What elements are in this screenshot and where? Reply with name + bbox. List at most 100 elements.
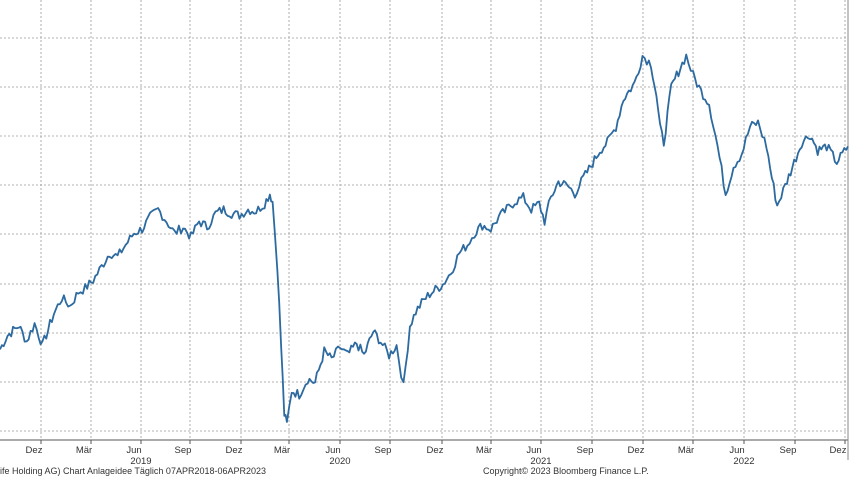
data-point <box>191 236 192 237</box>
data-point <box>93 280 94 281</box>
data-point <box>523 197 524 198</box>
data-point <box>656 95 657 96</box>
data-point <box>356 343 357 344</box>
data-point <box>693 75 694 76</box>
data-point <box>777 205 778 206</box>
data-point <box>174 233 175 234</box>
data-point <box>660 128 661 129</box>
x-tick-label: Mär <box>76 445 92 456</box>
data-point <box>340 347 341 348</box>
data-point <box>474 233 475 234</box>
data-point <box>423 299 424 300</box>
data-point <box>671 87 672 88</box>
year-label: 2020 <box>329 456 350 467</box>
data-point <box>380 341 381 342</box>
data-point <box>299 394 300 395</box>
data-point <box>373 331 374 332</box>
data-point <box>450 272 451 273</box>
data-point <box>307 378 308 379</box>
data-point <box>26 341 27 342</box>
data-point <box>680 67 681 68</box>
data-point <box>550 197 551 198</box>
price-series-line <box>0 53 849 423</box>
data-point <box>101 266 102 267</box>
data-point <box>701 91 702 92</box>
x-tick-label: Jun <box>729 445 744 456</box>
data-point <box>810 134 811 135</box>
data-point <box>442 284 443 285</box>
data-point <box>558 181 559 182</box>
data-point <box>847 146 848 147</box>
data-point <box>801 142 802 143</box>
x-tick-label: Dez <box>628 445 645 456</box>
data-point <box>599 150 600 151</box>
x-tick-label: Dez <box>226 445 243 456</box>
data-point <box>567 185 568 186</box>
data-point <box>634 83 635 84</box>
data-point <box>264 203 265 204</box>
data-point <box>284 414 285 415</box>
data-point <box>70 305 71 306</box>
data-point <box>415 311 416 312</box>
data-point <box>766 146 767 147</box>
data-point <box>347 355 348 356</box>
data-point <box>836 162 837 163</box>
data-point <box>506 209 507 210</box>
data-point <box>207 227 208 228</box>
x-tick-label: Jun <box>126 445 141 456</box>
x-tick-label: Sep <box>375 445 392 456</box>
data-point <box>459 252 460 253</box>
data-point <box>771 177 772 178</box>
data-point <box>150 217 151 218</box>
data-point <box>239 215 240 216</box>
data-point <box>725 193 726 194</box>
year-labels: 2019 2020 2021 2022 <box>130 456 754 467</box>
data-point <box>364 355 365 356</box>
data-point <box>686 55 687 56</box>
data-point <box>482 225 483 226</box>
grid-lines <box>0 0 848 440</box>
year-label: 2022 <box>733 456 754 467</box>
data-point <box>817 150 818 151</box>
data-point <box>248 209 249 210</box>
data-point <box>125 244 126 245</box>
data-point <box>231 213 232 214</box>
data-point <box>544 221 545 222</box>
data-point <box>166 221 167 222</box>
x-tick-label: Mär <box>476 445 492 456</box>
data-point <box>142 229 143 230</box>
data-point <box>331 359 332 360</box>
data-point <box>467 244 468 245</box>
series-layer <box>0 53 849 423</box>
data-point <box>324 351 325 352</box>
data-point <box>490 229 491 230</box>
chart-footer-left: ife Holding AG) Chart Anlageidee Täglich… <box>0 466 267 476</box>
data-point <box>183 227 184 228</box>
x-tick-label: Sep <box>577 445 594 456</box>
year-label: 2021 <box>530 456 551 467</box>
data-point <box>215 213 216 214</box>
x-tick-label: Jun <box>526 445 541 456</box>
x-tick-label: Sep <box>175 445 192 456</box>
data-point <box>757 122 758 123</box>
data-point <box>431 292 432 293</box>
data-point <box>117 256 118 257</box>
data-point <box>158 209 159 210</box>
data-point <box>396 345 397 346</box>
data-point <box>826 146 827 147</box>
data-point <box>741 154 742 155</box>
data-point <box>42 345 43 346</box>
data-point <box>574 193 575 194</box>
data-point <box>794 162 795 163</box>
x-tick-label: Sep <box>780 445 797 456</box>
data-point <box>199 221 200 222</box>
data-point <box>642 55 643 56</box>
data-point <box>34 323 35 324</box>
data-point <box>223 209 224 210</box>
data-point <box>615 126 616 127</box>
data-point <box>539 203 540 204</box>
x-tick-label: Mär <box>274 445 290 456</box>
data-point <box>498 217 499 218</box>
data-point <box>785 185 786 186</box>
